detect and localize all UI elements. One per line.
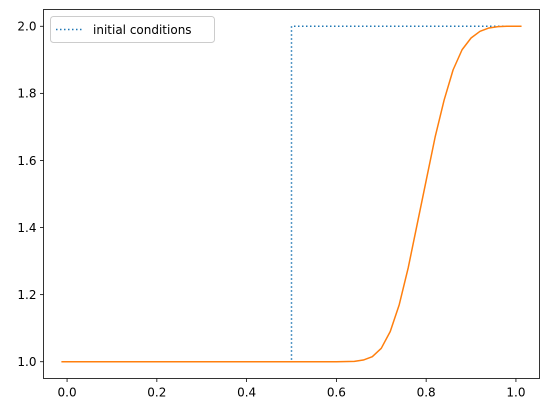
x-axis: 0.0 0.2 0.4 0.6 0.8 1.0 bbox=[58, 378, 525, 400]
y-axis: 1.0 1.2 1.4 1.6 1.8 2.0 bbox=[17, 20, 44, 369]
y-tick-label: 1.4 bbox=[17, 221, 36, 235]
y-tick-label: 1.0 bbox=[17, 355, 36, 369]
y-tick-label: 1.8 bbox=[17, 87, 36, 101]
series-line-1 bbox=[61, 25, 522, 363]
x-tick-label: 0.2 bbox=[147, 386, 166, 400]
plot-content bbox=[61, 25, 522, 363]
x-tick-label: 0.0 bbox=[58, 386, 77, 400]
y-tick-label: 1.2 bbox=[17, 288, 36, 302]
legend: initial conditions bbox=[50, 16, 215, 43]
x-tick-label: 0.6 bbox=[327, 386, 346, 400]
y-tick-label: 2.0 bbox=[17, 20, 36, 34]
x-tick-label: 1.0 bbox=[506, 386, 525, 400]
x-tick-label: 0.4 bbox=[237, 386, 256, 400]
series-line-0 bbox=[61, 25, 522, 363]
axes-frame bbox=[43, 9, 540, 379]
legend-label-initial-conditions: initial conditions bbox=[93, 23, 192, 37]
x-tick-label: 0.8 bbox=[417, 386, 436, 400]
legend-box bbox=[50, 16, 215, 43]
y-tick-label: 1.6 bbox=[17, 154, 36, 168]
